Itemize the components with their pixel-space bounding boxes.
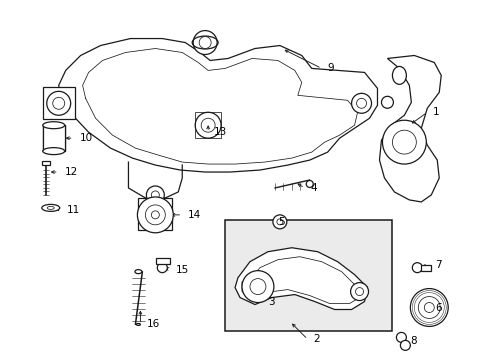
Bar xyxy=(195,112,221,138)
Text: 6: 6 xyxy=(434,302,441,312)
Bar xyxy=(224,220,392,332)
Bar xyxy=(42,87,75,119)
Ellipse shape xyxy=(41,204,60,211)
Text: 4: 4 xyxy=(310,183,317,193)
Circle shape xyxy=(409,289,447,327)
Circle shape xyxy=(146,186,164,204)
Ellipse shape xyxy=(392,67,406,84)
Ellipse shape xyxy=(305,180,313,188)
Text: 8: 8 xyxy=(409,336,416,346)
Circle shape xyxy=(350,283,368,301)
Circle shape xyxy=(47,91,71,115)
Text: 5: 5 xyxy=(277,217,284,227)
Text: 14: 14 xyxy=(188,210,201,220)
Ellipse shape xyxy=(135,270,142,274)
Circle shape xyxy=(272,215,286,229)
Text: 2: 2 xyxy=(313,334,320,345)
Circle shape xyxy=(400,340,409,350)
Polygon shape xyxy=(138,198,172,230)
Bar xyxy=(41,161,50,165)
Circle shape xyxy=(157,263,167,273)
Ellipse shape xyxy=(42,148,64,154)
Bar xyxy=(421,265,430,271)
Circle shape xyxy=(137,197,173,233)
Circle shape xyxy=(242,271,273,302)
Text: 1: 1 xyxy=(432,107,439,117)
Text: 11: 11 xyxy=(66,205,80,215)
Circle shape xyxy=(396,332,406,342)
Text: 10: 10 xyxy=(80,133,93,143)
Polygon shape xyxy=(235,248,367,310)
Circle shape xyxy=(195,112,221,138)
Ellipse shape xyxy=(136,323,140,325)
Text: 13: 13 xyxy=(214,127,227,137)
Bar xyxy=(42,125,64,151)
Circle shape xyxy=(381,96,393,108)
Bar xyxy=(156,258,170,264)
Text: 15: 15 xyxy=(176,265,189,275)
Polygon shape xyxy=(379,55,440,202)
Text: 9: 9 xyxy=(327,63,334,73)
Text: 7: 7 xyxy=(434,260,441,270)
Text: 16: 16 xyxy=(146,319,159,329)
Ellipse shape xyxy=(42,122,64,129)
Circle shape xyxy=(382,120,426,164)
Text: 3: 3 xyxy=(267,297,274,306)
Circle shape xyxy=(411,263,422,273)
Circle shape xyxy=(351,93,371,113)
Circle shape xyxy=(193,31,217,54)
Text: 12: 12 xyxy=(64,167,78,177)
